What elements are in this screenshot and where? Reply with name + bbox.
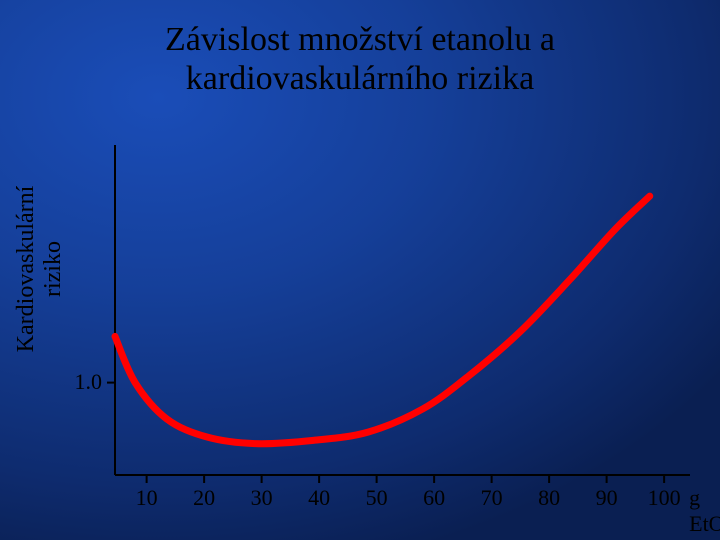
x-tick-label: 10 — [127, 485, 167, 511]
x-tick-label: 60 — [414, 485, 454, 511]
x-tick-label: 80 — [529, 485, 569, 511]
x-tick-label: 40 — [299, 485, 339, 511]
x-tick-label: 20 — [184, 485, 224, 511]
x-tick-label: 70 — [472, 485, 512, 511]
x-tick-label: 90 — [587, 485, 627, 511]
x-tick-label: 100 — [644, 485, 684, 511]
y-tick-label: 1.0 — [60, 369, 102, 395]
x-tick-label: 30 — [242, 485, 282, 511]
x-axis-unit-label: g EtOH/d — [689, 485, 720, 537]
x-tick-label: 50 — [357, 485, 397, 511]
y-axis-label: Kardiovaskulární riziko — [13, 159, 67, 379]
chart-svg — [0, 0, 720, 540]
